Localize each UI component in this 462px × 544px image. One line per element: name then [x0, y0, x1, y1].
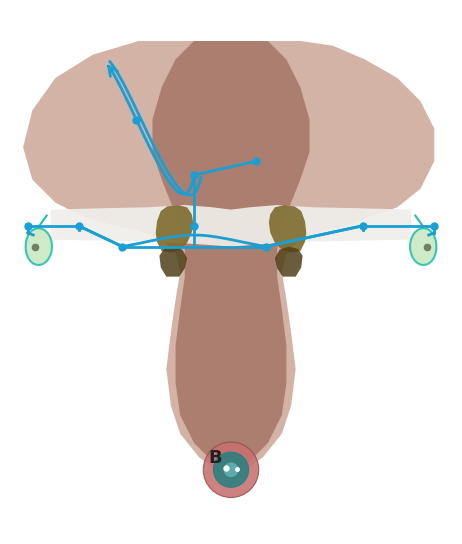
Polygon shape — [269, 205, 306, 252]
Polygon shape — [51, 205, 411, 246]
Polygon shape — [275, 246, 303, 276]
Polygon shape — [159, 246, 187, 276]
Circle shape — [203, 442, 259, 497]
Polygon shape — [26, 228, 52, 265]
Text: B: B — [208, 449, 222, 467]
Polygon shape — [152, 41, 310, 471]
Circle shape — [213, 452, 249, 487]
Polygon shape — [156, 205, 193, 252]
Polygon shape — [23, 41, 434, 475]
Circle shape — [224, 462, 238, 477]
Polygon shape — [410, 228, 436, 265]
